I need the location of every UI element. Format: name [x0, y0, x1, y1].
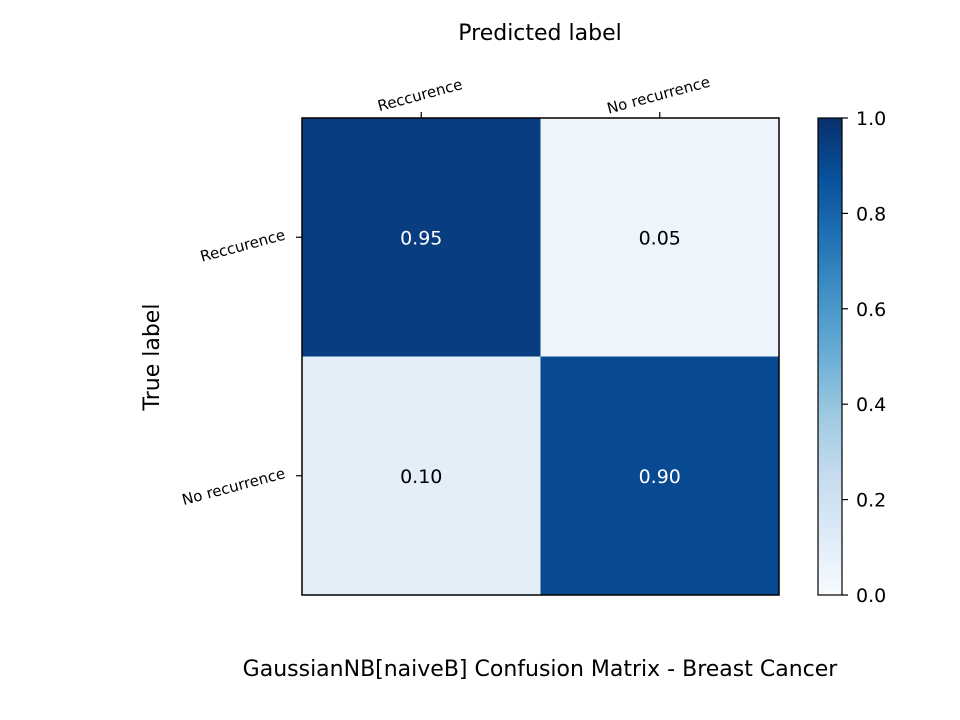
colorbar-tick-label: 0.8 — [856, 203, 886, 225]
cell-value-label: 0.10 — [400, 466, 442, 488]
plot-frame — [301, 117, 780, 596]
colorbar-ticks: 0.0 0.2 0.4 0.6 0.8 1.0 — [842, 108, 886, 607]
colorbar — [817, 117, 843, 596]
chart-title: GaussianNB[naiveB] Confusion Matrix - Br… — [243, 657, 839, 682]
colorbar-tick-label: 1.0 — [856, 108, 886, 130]
x-axis-label: Predicted label — [458, 21, 621, 46]
heatmap-cell — [302, 356, 541, 595]
x-axis-ticks: Reccurence No recurrence — [376, 73, 712, 118]
x-tick-label: No recurrence — [605, 73, 712, 118]
colorbar-tick-label: 0.4 — [856, 394, 886, 416]
y-axis-ticks: Reccurence No recurrence — [180, 226, 302, 509]
heatmap-cell — [302, 118, 541, 357]
colorbar-tick-label: 0.0 — [856, 585, 886, 607]
cell-value-label: 0.90 — [639, 466, 681, 488]
heatmap-cell — [540, 118, 779, 357]
heatmap-cells: 0.95 0.05 0.10 0.90 — [302, 118, 779, 595]
cell-value-label: 0.05 — [639, 227, 681, 249]
cell-value-label: 0.95 — [400, 227, 442, 249]
y-axis-label: True label — [140, 304, 165, 412]
x-tick-label: Reccurence — [376, 75, 465, 115]
colorbar-tick-label: 0.6 — [856, 299, 886, 321]
heatmap-cell — [540, 356, 779, 595]
y-tick-label: No recurrence — [180, 464, 287, 509]
y-tick-label: Reccurence — [198, 226, 287, 266]
colorbar-tick-label: 0.2 — [856, 490, 886, 512]
